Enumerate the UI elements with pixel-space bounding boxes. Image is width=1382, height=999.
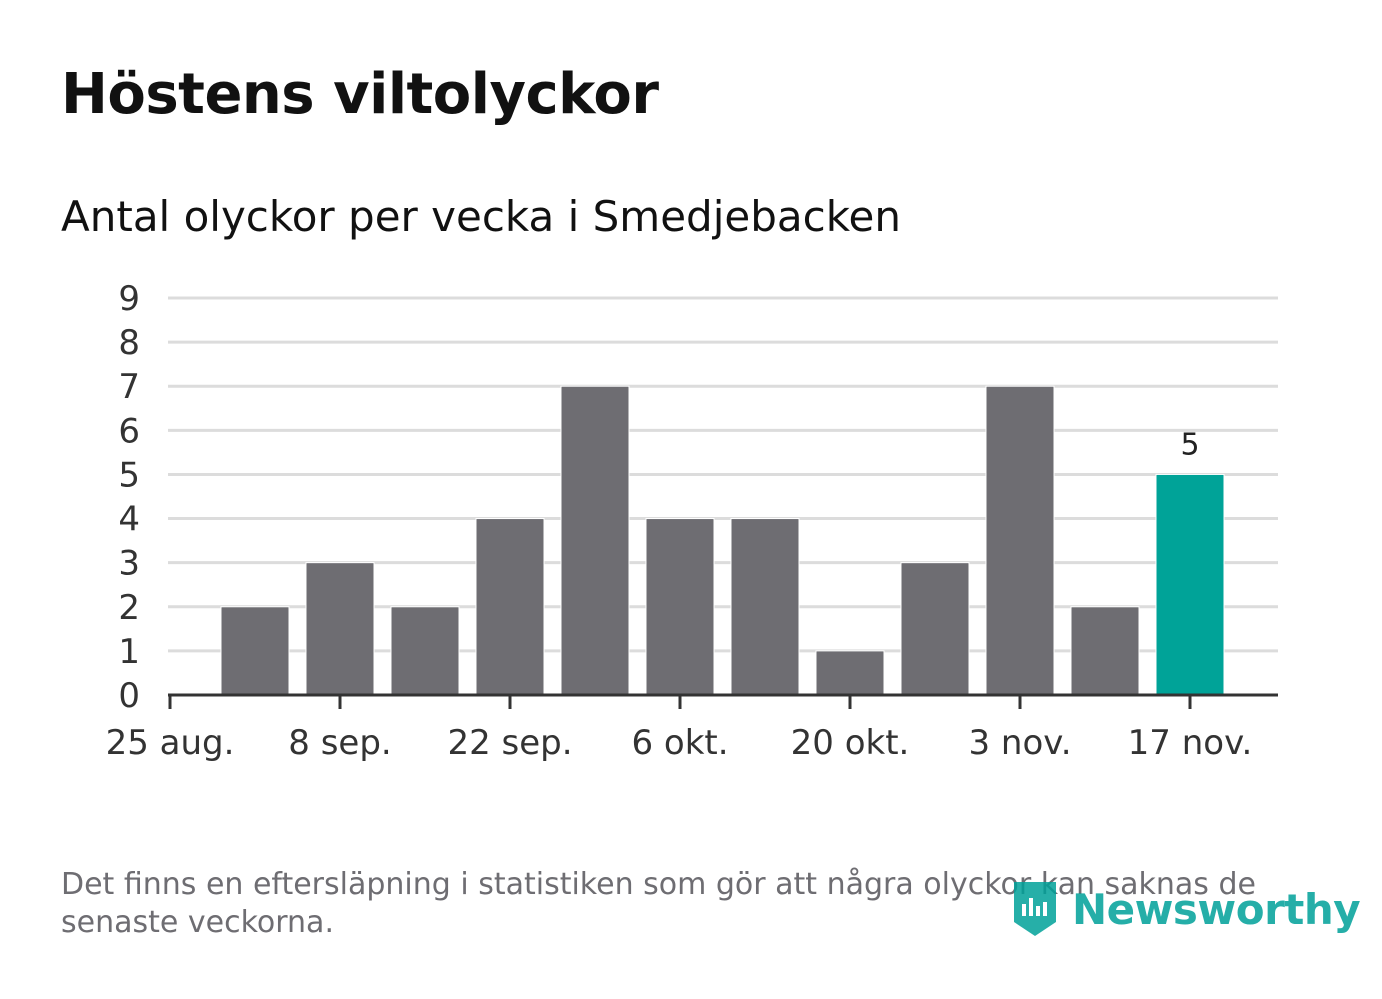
x-tick-label: 6 okt. [631, 723, 728, 763]
x-tick-label: 3 nov. [968, 723, 1071, 763]
x-tick-label: 17 nov. [1128, 723, 1253, 763]
bar [645, 518, 715, 696]
y-tick-label: 9 [118, 279, 140, 319]
bar [305, 562, 375, 696]
chart-subtitle: Antal olyckor per vecka i Smedjebacken [61, 192, 901, 241]
data-labels: 5 [1180, 427, 1199, 462]
bars [220, 385, 1225, 696]
y-tick-label: 6 [118, 411, 140, 451]
y-tick-label: 3 [118, 544, 140, 584]
newsworthy-logo: Newsworthy [1010, 878, 1361, 940]
x-axis-ticks: 25 aug. 8 sep. 22 sep. 6 okt. 20 okt. 3 nov. 1… [106, 695, 1253, 763]
footnote: Det finns en eftersläpning i statistiken… [61, 867, 1256, 940]
bar [475, 518, 545, 696]
x-tick-label: 25 aug. [106, 723, 235, 763]
bar [560, 385, 630, 696]
x-tick-label: 20 okt. [791, 723, 910, 763]
bar-highlight [1155, 473, 1225, 696]
y-tick-label: 7 [118, 367, 140, 407]
grid-lines [168, 296, 1278, 653]
bar [730, 518, 800, 696]
x-tick-label: 8 sep. [288, 723, 391, 763]
bar [900, 562, 970, 696]
chart-title: Höstens viltolyckor [61, 62, 659, 127]
y-tick-label: 1 [118, 632, 140, 672]
y-tick-label: 8 [118, 323, 140, 363]
newsworthy-logo-icon [1014, 882, 1056, 936]
bar [985, 385, 1055, 696]
bar [390, 606, 460, 696]
y-tick-label: 4 [118, 500, 140, 540]
bar [815, 650, 885, 696]
x-tick-label: 22 sep. [447, 723, 572, 763]
y-tick-label: 0 [118, 676, 140, 716]
y-tick-label: 5 [118, 455, 140, 495]
newsworthy-logo-text: Newsworthy [1072, 884, 1361, 934]
bar-value-label: 5 [1180, 427, 1199, 462]
bar [220, 606, 290, 696]
bar [1070, 606, 1140, 696]
y-tick-label: 2 [118, 588, 140, 628]
